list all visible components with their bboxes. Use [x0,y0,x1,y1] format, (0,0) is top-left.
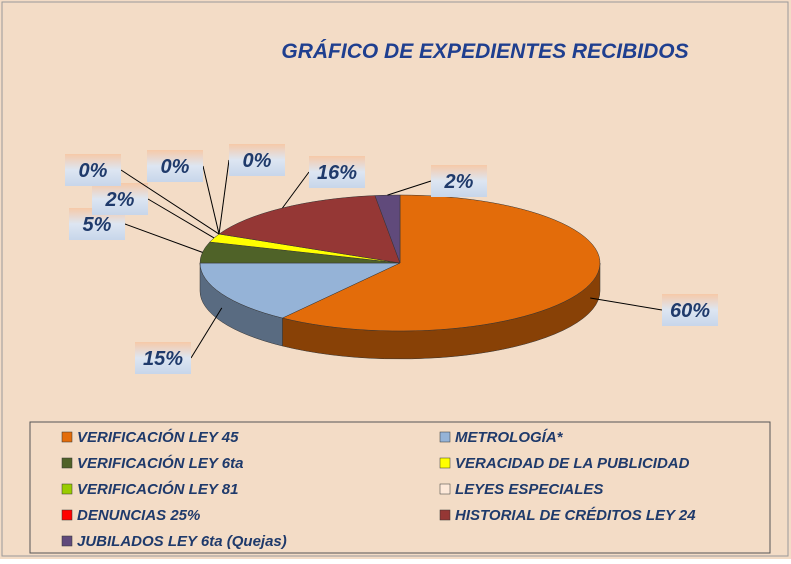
legend-swatch [61,457,73,469]
legend-label: VERIFICACIÓN LEY 45 [77,428,239,446]
data-label-box [147,150,203,182]
leader-line [124,223,203,253]
leader-line [147,198,215,239]
data-label: 0% [161,156,190,178]
leader-line [590,297,663,311]
data-label: 60% [670,300,710,322]
leader-line [202,165,220,235]
legend-swatch [61,483,73,495]
data-label-box [662,294,718,326]
leader-line [120,169,220,235]
data-label-box [92,183,148,215]
data-label: 0% [243,150,272,172]
legend-label: HISTORIAL DE CRÉDITOS LEY 24 [455,507,696,524]
legend-swatch [439,457,451,469]
legend-label: DENUNCIAS 25% [77,507,200,524]
legend-label: VERACIDAD DE LA PUBLICIDAD [455,455,690,472]
data-label: 16% [317,162,357,184]
legend-swatch [439,431,451,443]
leader-line [282,171,310,209]
data-label: 2% [105,189,135,211]
slice [374,194,401,264]
data-label-box [135,342,191,374]
data-label: 15% [143,348,183,370]
chart-title: GRÁFICO DE EXPEDIENTES RECIBIDOS [281,40,688,63]
data-label-box [309,156,365,188]
legend-box [29,421,771,554]
legend-swatch [61,431,73,443]
leader-line [190,307,223,359]
data-label: 0% [79,160,108,182]
data-label: 2% [444,171,474,193]
legend-label: VERIFICACIÓN LEY 81 [77,480,238,498]
leader-line [218,159,230,235]
legend-label: METROLOGÍA* [455,429,564,446]
data-label-box [229,144,285,176]
legend-label: VERIFICACIÓN LEY 6ta [77,454,243,472]
data-label-box [431,165,487,197]
legend-label: LEYES ESPECIALES [455,481,603,498]
data-label: 5% [83,214,112,236]
legend-swatch [439,483,451,495]
legend-swatch [61,509,73,521]
data-label-box [65,154,121,186]
slice [199,262,401,319]
leader-line [387,180,432,196]
slice [281,194,601,332]
legend-swatch [439,509,451,521]
legend-label: JUBILADOS LEY 6ta (Quejas) [77,533,287,550]
legend-swatch [61,535,73,547]
